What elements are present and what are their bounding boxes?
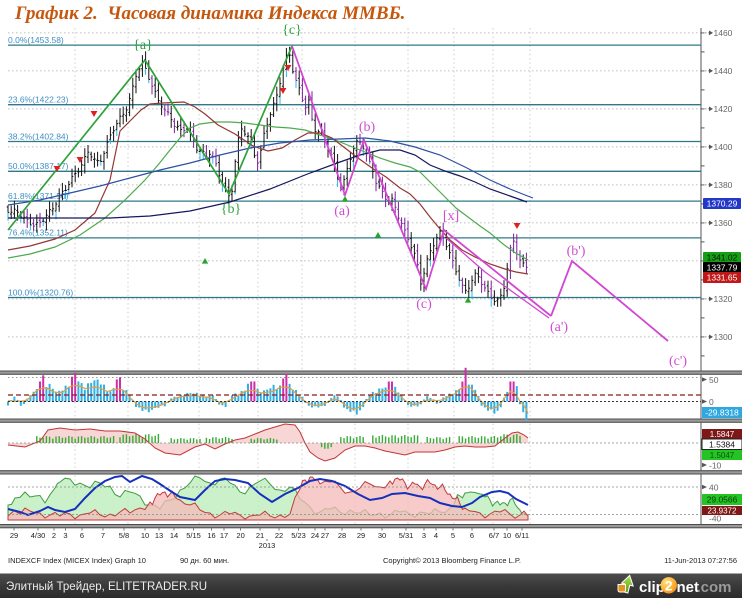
svg-text:20: 20 bbox=[236, 531, 244, 540]
svg-text:17: 17 bbox=[220, 531, 228, 540]
svg-text:90 дн. 60 мин.: 90 дн. 60 мин. bbox=[180, 556, 229, 565]
svg-text:27: 27 bbox=[321, 531, 329, 540]
svg-text:-10: -10 bbox=[709, 461, 722, 471]
svg-text:16: 16 bbox=[207, 531, 215, 540]
svg-text:(a): (a) bbox=[334, 204, 350, 219]
svg-text:0: 0 bbox=[709, 397, 714, 407]
svg-text:Copyright© 2013 Bloomberg Fina: Copyright© 2013 Bloomberg Finance L.P. bbox=[383, 556, 521, 565]
svg-text:1300: 1300 bbox=[714, 332, 733, 342]
svg-text:1.5047: 1.5047 bbox=[710, 451, 735, 460]
svg-text:1370.29: 1370.29 bbox=[707, 199, 738, 209]
svg-text:1440: 1440 bbox=[714, 66, 733, 76]
svg-text:clip: clip bbox=[639, 579, 665, 596]
svg-text:6: 6 bbox=[470, 531, 474, 540]
svg-text:{b}: {b} bbox=[221, 202, 241, 217]
svg-text:1400: 1400 bbox=[714, 142, 733, 152]
svg-text:(c'): (c') bbox=[669, 354, 687, 369]
svg-text:22: 22 bbox=[275, 531, 283, 540]
svg-text:50.0%(1387.17): 50.0%(1387.17) bbox=[8, 161, 69, 171]
svg-text:.com: .com bbox=[697, 579, 732, 596]
svg-text:0.0%(1453.58): 0.0%(1453.58) bbox=[8, 35, 64, 45]
svg-text:10: 10 bbox=[503, 531, 511, 540]
svg-text:1320: 1320 bbox=[714, 294, 733, 304]
svg-text:24: 24 bbox=[311, 531, 319, 540]
svg-text:61.8%(1371.50): 61.8%(1371.50) bbox=[8, 191, 69, 201]
svg-text:(b): (b) bbox=[359, 120, 376, 135]
svg-text:Элитный Трейдер, ELITETRADER.R: Элитный Трейдер, ELITETRADER.RU bbox=[6, 581, 207, 593]
svg-text:38.2%(1402.84): 38.2%(1402.84) bbox=[8, 131, 69, 141]
svg-text:1.5847: 1.5847 bbox=[710, 430, 735, 439]
svg-text:2: 2 bbox=[52, 531, 56, 540]
svg-text:76.4%(1352.11): 76.4%(1352.11) bbox=[8, 228, 68, 238]
svg-text:5/23: 5/23 bbox=[291, 531, 306, 540]
svg-text:net: net bbox=[677, 579, 700, 596]
svg-text:2013: 2013 bbox=[259, 541, 276, 550]
svg-text:100.0%(1320.76): 100.0%(1320.76) bbox=[8, 287, 73, 297]
svg-text:29.0566: 29.0566 bbox=[707, 495, 738, 505]
svg-text:-29.8318: -29.8318 bbox=[705, 408, 739, 418]
svg-text:14: 14 bbox=[170, 531, 178, 540]
svg-text:50: 50 bbox=[709, 375, 719, 385]
svg-text:11-Jun-2013 07:27:56: 11-Jun-2013 07:27:56 bbox=[664, 556, 737, 565]
svg-text:1341.02: 1341.02 bbox=[707, 253, 738, 263]
svg-text:10: 10 bbox=[141, 531, 149, 540]
svg-text:{a}: {a} bbox=[133, 38, 153, 53]
svg-text:7: 7 bbox=[101, 531, 105, 540]
svg-text:4/30: 4/30 bbox=[31, 531, 46, 540]
svg-text:23.6%(1422.23): 23.6%(1422.23) bbox=[8, 95, 69, 105]
svg-text:40: 40 bbox=[709, 483, 719, 493]
svg-text:1460: 1460 bbox=[714, 28, 733, 38]
svg-text:6/7: 6/7 bbox=[489, 531, 499, 540]
svg-text:13: 13 bbox=[155, 531, 163, 540]
svg-text:1360: 1360 bbox=[714, 218, 733, 228]
svg-text:{c}: {c} bbox=[282, 23, 302, 38]
svg-text:29: 29 bbox=[357, 531, 365, 540]
svg-text:(a'): (a') bbox=[550, 320, 568, 335]
svg-text:6: 6 bbox=[80, 531, 84, 540]
svg-text:5: 5 bbox=[451, 531, 455, 540]
svg-text:1380: 1380 bbox=[714, 180, 733, 190]
svg-text:(b'): (b') bbox=[567, 244, 586, 259]
svg-text:(c): (c) bbox=[416, 297, 432, 312]
svg-text:5/15: 5/15 bbox=[186, 531, 201, 540]
svg-text:5/8: 5/8 bbox=[119, 531, 129, 540]
svg-text:1337.79: 1337.79 bbox=[707, 263, 738, 273]
svg-text:30: 30 bbox=[378, 531, 386, 540]
svg-text:2: 2 bbox=[665, 578, 673, 594]
svg-text:-40: -40 bbox=[709, 514, 722, 524]
svg-text:3: 3 bbox=[422, 531, 426, 540]
svg-text:23.9372: 23.9372 bbox=[708, 507, 737, 516]
svg-text:5/31: 5/31 bbox=[399, 531, 414, 540]
svg-text:INDEXCF Index (MICEX Index) Gr: INDEXCF Index (MICEX Index) Graph 10 bbox=[8, 556, 146, 565]
svg-text:График 2. Часовая динамика Ин: График 2. Часовая динамика Индекса ММВБ. bbox=[14, 3, 405, 24]
svg-text:28: 28 bbox=[338, 531, 346, 540]
svg-text:21: 21 bbox=[256, 531, 264, 540]
svg-text:1331.65: 1331.65 bbox=[707, 273, 738, 283]
svg-text:3: 3 bbox=[63, 531, 67, 540]
svg-text:1.5384: 1.5384 bbox=[709, 440, 735, 450]
svg-text:1420: 1420 bbox=[714, 104, 733, 114]
svg-text:29: 29 bbox=[10, 531, 18, 540]
svg-text:4: 4 bbox=[434, 531, 438, 540]
svg-text:6/11: 6/11 bbox=[515, 531, 529, 540]
svg-text:[x]: [x] bbox=[443, 209, 459, 224]
